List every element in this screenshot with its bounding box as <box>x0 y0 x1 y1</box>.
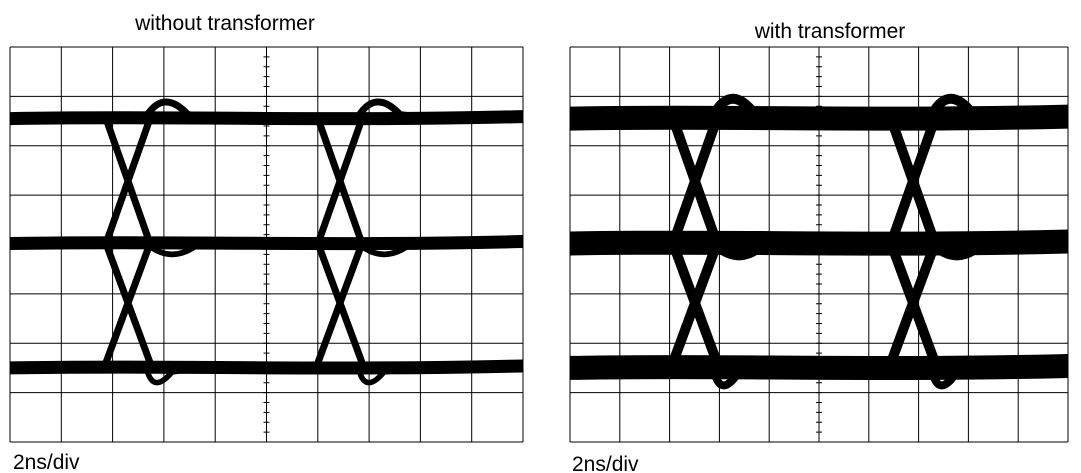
page: without transformer with transformer 2ns… <box>0 0 1081 473</box>
time-scale: 2ns/div <box>572 453 639 473</box>
panel-title: with transformer <box>754 20 906 43</box>
eye-diagram <box>10 47 523 442</box>
crossing <box>889 244 937 368</box>
panel-title: without transformer <box>134 12 315 35</box>
crossing <box>318 119 362 244</box>
figure: without transformer with transformer 2ns… <box>0 0 1081 473</box>
eye-diagram <box>570 47 1068 442</box>
crossing <box>671 244 719 368</box>
crossing <box>891 119 935 244</box>
crossing <box>316 244 364 368</box>
time-scale: 2ns/div <box>13 451 80 473</box>
crossing <box>673 119 717 244</box>
crossing <box>104 244 152 368</box>
